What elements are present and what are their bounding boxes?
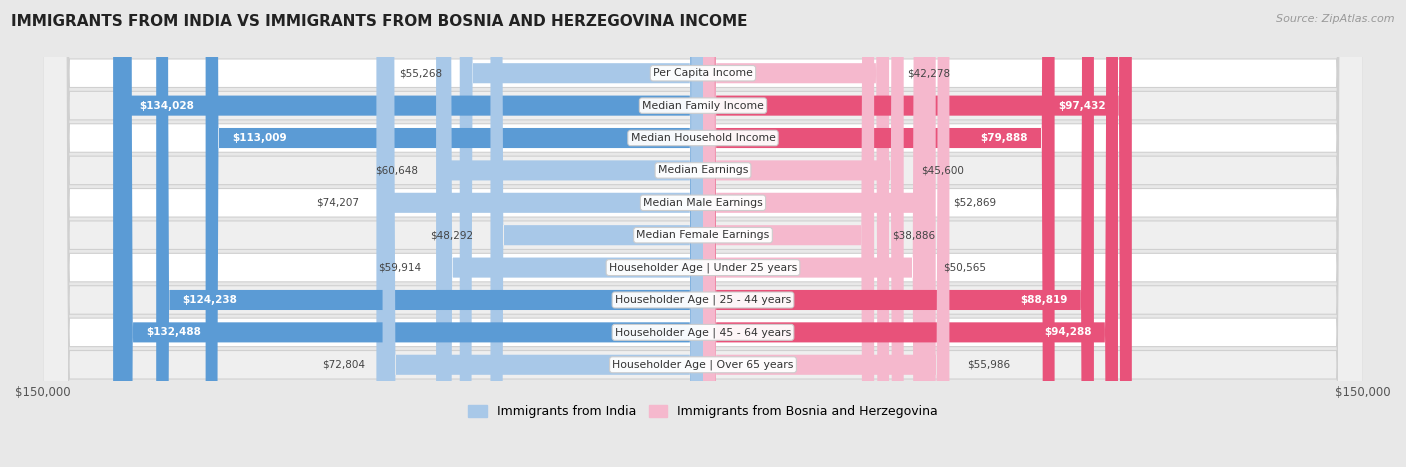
Text: Median Earnings: Median Earnings	[658, 165, 748, 176]
Text: Median Family Income: Median Family Income	[643, 100, 763, 111]
FancyBboxPatch shape	[703, 0, 925, 467]
Text: $132,488: $132,488	[146, 327, 201, 337]
FancyBboxPatch shape	[42, 0, 1364, 467]
FancyBboxPatch shape	[42, 0, 1364, 467]
FancyBboxPatch shape	[703, 0, 1054, 467]
FancyBboxPatch shape	[42, 0, 1364, 467]
Text: Householder Age | Over 65 years: Householder Age | Over 65 years	[612, 360, 794, 370]
FancyBboxPatch shape	[703, 0, 889, 467]
FancyBboxPatch shape	[42, 0, 1364, 467]
FancyBboxPatch shape	[377, 0, 703, 467]
Text: $59,914: $59,914	[378, 262, 422, 273]
FancyBboxPatch shape	[120, 0, 703, 467]
FancyBboxPatch shape	[42, 0, 1364, 467]
FancyBboxPatch shape	[703, 0, 1094, 467]
FancyBboxPatch shape	[703, 0, 875, 467]
Text: Per Capita Income: Per Capita Income	[652, 68, 754, 78]
FancyBboxPatch shape	[42, 0, 1364, 467]
Text: $52,869: $52,869	[953, 198, 997, 208]
Text: $60,648: $60,648	[375, 165, 419, 176]
FancyBboxPatch shape	[703, 0, 949, 467]
FancyBboxPatch shape	[703, 0, 1132, 467]
Text: $45,600: $45,600	[921, 165, 965, 176]
Text: $88,819: $88,819	[1021, 295, 1067, 305]
FancyBboxPatch shape	[112, 0, 703, 467]
Text: $55,268: $55,268	[399, 68, 441, 78]
FancyBboxPatch shape	[42, 0, 1364, 467]
Text: $134,028: $134,028	[139, 100, 194, 111]
Text: $72,804: $72,804	[322, 360, 366, 370]
Text: Median Female Earnings: Median Female Earnings	[637, 230, 769, 240]
Text: $94,288: $94,288	[1045, 327, 1091, 337]
FancyBboxPatch shape	[436, 0, 703, 467]
Text: Median Household Income: Median Household Income	[630, 133, 776, 143]
Text: $48,292: $48,292	[430, 230, 472, 240]
Text: $50,565: $50,565	[943, 262, 986, 273]
Text: $79,888: $79,888	[981, 133, 1028, 143]
Legend: Immigrants from India, Immigrants from Bosnia and Herzegovina: Immigrants from India, Immigrants from B…	[463, 400, 943, 423]
FancyBboxPatch shape	[382, 0, 703, 467]
FancyBboxPatch shape	[703, 0, 935, 467]
FancyBboxPatch shape	[491, 0, 703, 467]
Text: Source: ZipAtlas.com: Source: ZipAtlas.com	[1277, 14, 1395, 24]
FancyBboxPatch shape	[42, 0, 1364, 467]
Text: $55,986: $55,986	[967, 360, 1010, 370]
FancyBboxPatch shape	[42, 0, 1364, 467]
Text: Householder Age | 45 - 64 years: Householder Age | 45 - 64 years	[614, 327, 792, 338]
FancyBboxPatch shape	[703, 0, 1118, 467]
Text: IMMIGRANTS FROM INDIA VS IMMIGRANTS FROM BOSNIA AND HERZEGOVINA INCOME: IMMIGRANTS FROM INDIA VS IMMIGRANTS FROM…	[11, 14, 748, 29]
Text: $113,009: $113,009	[232, 133, 287, 143]
Text: Householder Age | Under 25 years: Householder Age | Under 25 years	[609, 262, 797, 273]
FancyBboxPatch shape	[439, 0, 703, 467]
Text: Median Male Earnings: Median Male Earnings	[643, 198, 763, 208]
Text: $124,238: $124,238	[183, 295, 238, 305]
Text: $42,278: $42,278	[907, 68, 950, 78]
FancyBboxPatch shape	[703, 0, 904, 467]
Text: Householder Age | 25 - 44 years: Householder Age | 25 - 44 years	[614, 295, 792, 305]
Text: $97,432: $97,432	[1057, 100, 1105, 111]
FancyBboxPatch shape	[205, 0, 703, 467]
FancyBboxPatch shape	[156, 0, 703, 467]
FancyBboxPatch shape	[42, 0, 1364, 467]
FancyBboxPatch shape	[460, 0, 703, 467]
Text: $74,207: $74,207	[316, 198, 359, 208]
Text: $38,886: $38,886	[891, 230, 935, 240]
